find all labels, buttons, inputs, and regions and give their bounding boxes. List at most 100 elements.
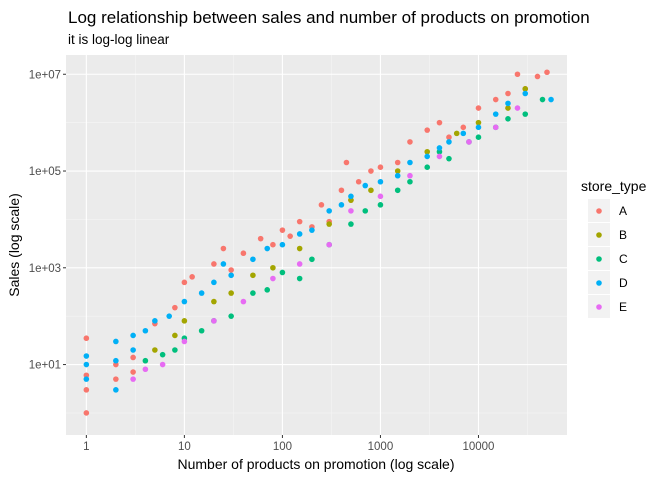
data-point-c [446,155,452,162]
data-point-a [534,73,541,80]
data-point-e [326,241,332,248]
y-tick-label: 1e+05 [29,166,61,178]
data-point-d [436,145,443,151]
data-point-a [355,178,362,185]
data-point-a [287,233,293,239]
data-point-d [220,261,227,267]
data-point-a [83,335,90,342]
data-point-d [181,298,188,305]
data-point-a [270,241,276,248]
legend-label-c: C [619,252,628,266]
data-point-a [460,124,467,131]
data-point-e [211,318,217,324]
data-point-d [424,153,431,160]
data-point-d [338,202,345,208]
data-point-c [539,96,546,103]
data-point-e [159,361,166,368]
data-point-a [338,187,345,194]
data-point-d [166,313,172,319]
data-point-c [309,256,315,263]
x-axis: 1 10 100 1000 10000 [83,435,494,453]
x-tick-label: 1 [83,441,89,453]
y-tick-label: 1e+01 [29,360,61,372]
data-point-d [279,241,286,248]
data-point-d [83,376,90,382]
legend-label-e: E [619,300,627,314]
data-point-a [368,168,374,174]
x-tick-label: 100 [273,441,292,453]
data-point-b [453,130,460,137]
data-point-c [264,287,271,293]
data-point-d [130,347,136,353]
data-point-d [130,332,136,339]
data-point-c [296,275,303,282]
data-point-b [348,197,354,203]
data-point-e [270,275,276,282]
data-point-d [522,90,529,97]
data-point-a [189,274,195,280]
legend-marker-e [596,304,602,310]
data-point-b [522,86,529,92]
data-point-d [362,182,369,189]
data-point-d [198,290,205,296]
data-points [83,69,554,416]
x-tick-label: 10000 [462,441,494,453]
data-point-a [113,376,119,382]
data-point-b [228,290,234,296]
data-point-a [377,164,384,170]
y-tick-label: 1e+07 [29,69,61,81]
data-point-a [318,202,325,208]
data-point-b [475,119,482,126]
data-point-a [407,139,413,145]
data-point-e [348,208,354,214]
data-point-b [424,148,431,155]
legend-label-a: A [619,204,627,218]
data-point-a [544,69,550,76]
data-point-d [446,139,452,145]
data-point-d [394,172,401,179]
data-point-d [492,111,499,117]
data-point-e [142,366,149,373]
legend-title: store_type [581,178,647,194]
minor-gridlines [66,55,567,435]
data-point-d [83,353,90,359]
data-point-d [326,208,332,214]
data-point-d [113,387,119,393]
data-point-b [181,318,188,324]
legend-marker-c [596,256,602,262]
major-gridlines [66,55,567,435]
y-axis: 1e+01 1e+03 1e+05 1e+07 [29,69,66,372]
data-point-d [505,100,511,107]
data-point-d [348,193,354,200]
data-point-d [228,272,234,279]
data-point-a [83,410,90,416]
data-point-c [522,111,529,117]
data-point-d [250,256,256,263]
y-tick-label: 1e+03 [29,263,61,275]
data-point-c [159,351,166,358]
data-point-d [211,279,217,286]
data-point-c [348,221,354,227]
chart-title: Log relationship between sales and numbe… [68,8,590,27]
data-point-e [492,124,499,131]
data-point-b [368,187,374,194]
data-point-d [152,318,158,324]
x-tick-label: 10 [178,441,191,453]
data-point-d [113,338,119,345]
data-point-b [326,221,332,227]
data-point-d [296,231,303,237]
data-point-a [436,119,443,126]
data-point-a [181,279,188,286]
data-point-c [505,116,511,122]
data-point-c [228,313,234,319]
data-point-d [460,130,467,137]
data-point-a [505,90,511,97]
data-point-d [309,227,315,233]
data-point-b [270,264,276,271]
data-point-b [152,347,158,353]
data-point-a [113,361,119,368]
data-point-e [436,153,443,160]
legend-label-b: B [619,228,627,242]
data-point-c [142,357,149,364]
